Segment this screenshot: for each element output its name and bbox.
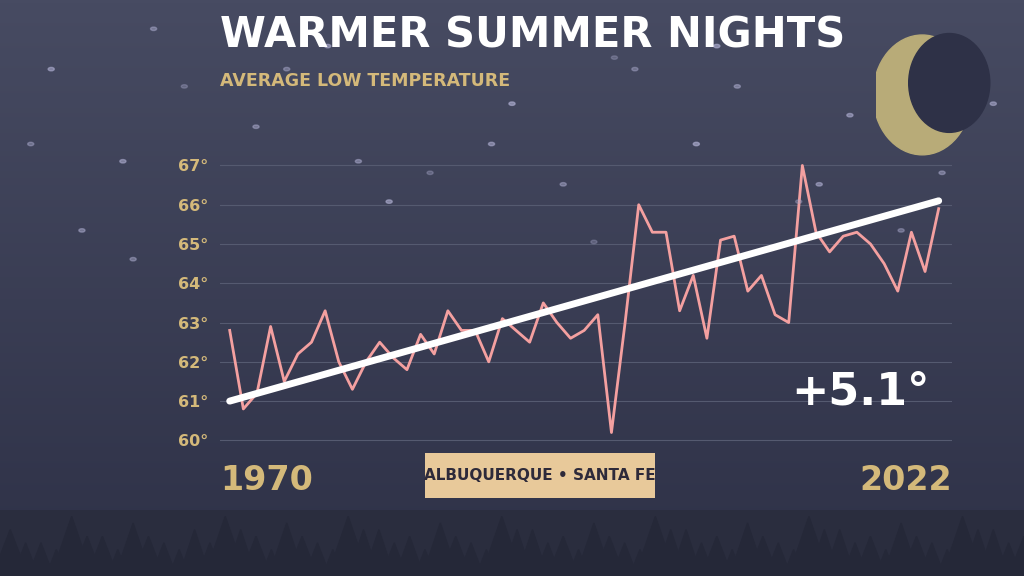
Polygon shape: [766, 543, 791, 576]
Polygon shape: [748, 536, 778, 576]
Polygon shape: [46, 550, 67, 576]
Polygon shape: [855, 536, 886, 576]
Polygon shape: [937, 550, 957, 576]
Polygon shape: [901, 536, 932, 576]
Polygon shape: [152, 543, 177, 576]
Text: +5.1°: +5.1°: [792, 370, 930, 413]
Polygon shape: [729, 523, 766, 576]
Polygon shape: [268, 523, 305, 576]
Polygon shape: [459, 543, 484, 576]
Polygon shape: [261, 550, 282, 576]
Polygon shape: [51, 516, 92, 576]
Polygon shape: [575, 523, 612, 576]
Polygon shape: [241, 536, 271, 576]
Polygon shape: [995, 543, 1022, 576]
Polygon shape: [440, 536, 471, 576]
Text: CLIMATE    CENTRAL: CLIMATE CENTRAL: [753, 537, 887, 550]
Polygon shape: [305, 543, 330, 576]
Polygon shape: [323, 550, 343, 576]
Polygon shape: [942, 516, 983, 576]
Polygon shape: [395, 536, 424, 576]
Polygon shape: [883, 523, 920, 576]
Circle shape: [908, 33, 990, 132]
Polygon shape: [722, 550, 742, 576]
Polygon shape: [72, 536, 102, 576]
Polygon shape: [502, 530, 532, 576]
Polygon shape: [481, 516, 522, 576]
Polygon shape: [824, 530, 855, 576]
Polygon shape: [783, 550, 804, 576]
Polygon shape: [809, 530, 840, 576]
Polygon shape: [568, 550, 589, 576]
Polygon shape: [179, 530, 210, 576]
Polygon shape: [205, 516, 246, 576]
Polygon shape: [920, 543, 944, 576]
Circle shape: [873, 35, 972, 155]
Polygon shape: [87, 536, 118, 576]
Polygon shape: [476, 550, 497, 576]
Polygon shape: [169, 550, 189, 576]
Polygon shape: [115, 523, 152, 576]
Polygon shape: [381, 543, 408, 576]
Polygon shape: [612, 543, 637, 576]
Polygon shape: [348, 530, 379, 576]
Polygon shape: [655, 530, 686, 576]
Polygon shape: [12, 543, 39, 576]
Polygon shape: [287, 536, 317, 576]
Polygon shape: [423, 523, 459, 576]
Polygon shape: [535, 543, 561, 576]
Text: Average summer (June-August) minimum temperature (°F)
Source: RCC-ACIS.org: Average summer (June-August) minimum tem…: [220, 537, 487, 558]
Polygon shape: [594, 536, 625, 576]
Polygon shape: [364, 530, 394, 576]
Polygon shape: [671, 530, 701, 576]
Polygon shape: [876, 550, 896, 576]
Text: AVERAGE LOW TEMPERATURE: AVERAGE LOW TEMPERATURE: [220, 72, 510, 90]
Polygon shape: [635, 516, 676, 576]
Polygon shape: [0, 530, 29, 576]
Polygon shape: [415, 550, 435, 576]
Polygon shape: [842, 543, 868, 576]
Polygon shape: [197, 543, 223, 576]
Polygon shape: [108, 550, 128, 576]
Polygon shape: [963, 530, 993, 576]
Text: WARMER SUMMER NIGHTS: WARMER SUMMER NIGHTS: [220, 14, 846, 56]
Text: 1970: 1970: [220, 464, 313, 497]
Polygon shape: [548, 536, 579, 576]
Polygon shape: [328, 516, 369, 576]
Polygon shape: [1009, 536, 1024, 576]
Polygon shape: [688, 543, 715, 576]
Text: ALBUQUERQUE • SANTA FE: ALBUQUERQUE • SANTA FE: [424, 468, 656, 483]
Polygon shape: [630, 550, 650, 576]
Polygon shape: [788, 516, 829, 576]
Polygon shape: [133, 536, 164, 576]
Polygon shape: [701, 536, 732, 576]
Polygon shape: [517, 530, 548, 576]
Polygon shape: [225, 530, 256, 576]
Text: 2022: 2022: [860, 464, 952, 497]
Polygon shape: [29, 543, 53, 576]
Polygon shape: [978, 530, 1009, 576]
